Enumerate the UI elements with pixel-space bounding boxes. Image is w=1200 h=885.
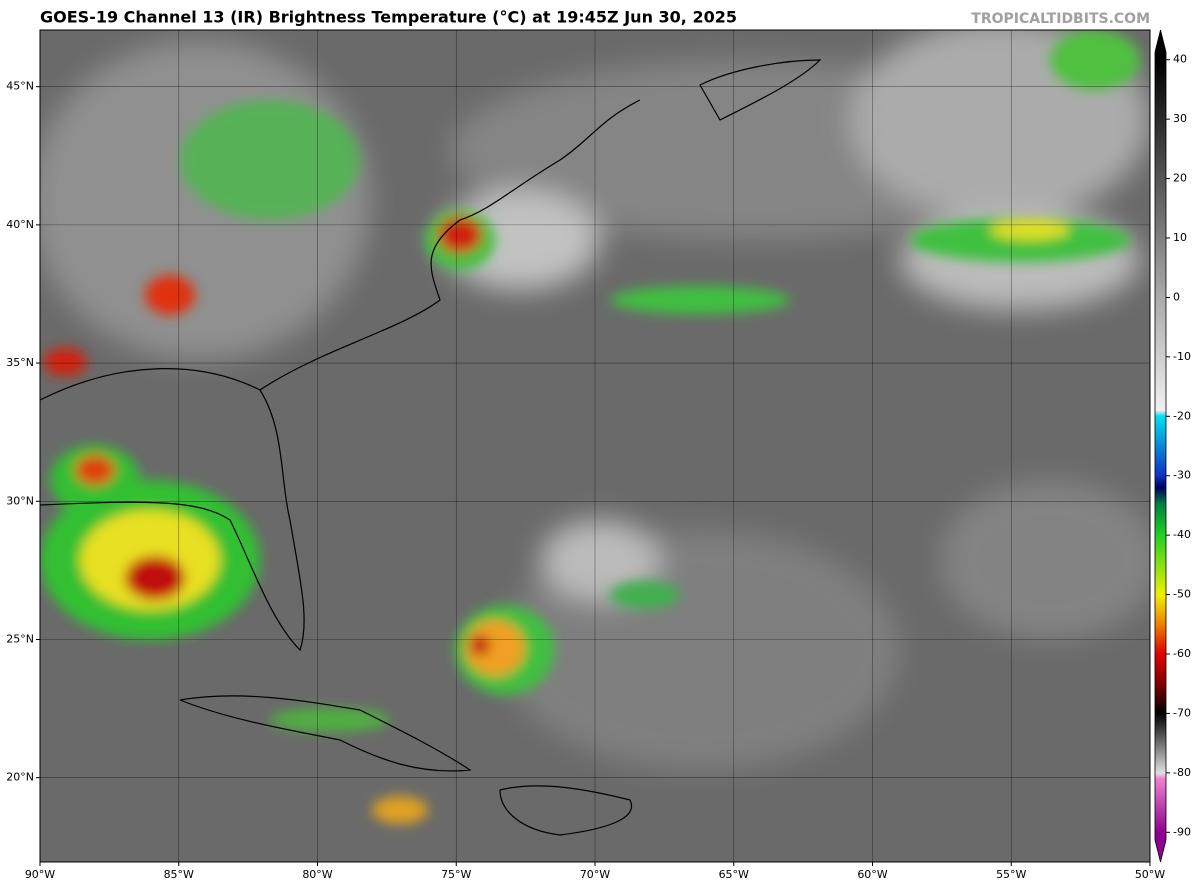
colorbar-tick-label: -90 xyxy=(1173,825,1191,838)
colorbar-tick-label: -60 xyxy=(1173,647,1191,660)
title: GOES-19 Channel 13 (IR) Brightness Tempe… xyxy=(40,8,737,27)
colorbar-tick-label: -10 xyxy=(1173,350,1191,363)
colorbar-tick-label: -50 xyxy=(1173,588,1191,601)
colorbar-tick-label: 30 xyxy=(1173,112,1187,125)
colorbar-tick-label: -70 xyxy=(1173,706,1191,719)
colorbar-tick-label: 20 xyxy=(1173,172,1187,185)
x-tick-label: 90°W xyxy=(25,868,55,881)
source: TROPICALTIDBITS.COM xyxy=(971,11,1150,27)
colorbar-tick-label: 40 xyxy=(1173,53,1187,66)
x-tick-label: 60°W xyxy=(857,868,887,881)
y-tick-label: 40°N xyxy=(6,218,34,231)
colorbar-tick-label: -40 xyxy=(1173,528,1191,541)
y-tick-label: 35°N xyxy=(6,356,34,369)
x-tick-label: 50°W xyxy=(1135,868,1165,881)
colorbar-tick-label: 0 xyxy=(1173,290,1180,303)
colorbar xyxy=(1154,29,1167,863)
graticule xyxy=(39,30,1151,862)
y-tick-label: 45°N xyxy=(6,80,34,93)
colorbar-tick-label: -20 xyxy=(1173,409,1191,422)
y-tick-label: 25°N xyxy=(6,632,34,645)
x-tick-label: 85°W xyxy=(164,868,194,881)
colorbar-tick-label: -80 xyxy=(1173,766,1191,779)
colorbar-tick-label: -30 xyxy=(1173,469,1191,482)
x-tick-label: 70°W xyxy=(580,868,610,881)
x-tick-label: 80°W xyxy=(302,868,332,881)
x-tick-label: 75°W xyxy=(441,868,471,881)
x-tick-label: 65°W xyxy=(719,868,749,881)
y-tick-label: 20°N xyxy=(6,771,34,784)
colorbar-tick-label: 10 xyxy=(1173,231,1187,244)
x-tick-label: 55°W xyxy=(996,868,1026,881)
y-tick-label: 30°N xyxy=(6,494,34,507)
